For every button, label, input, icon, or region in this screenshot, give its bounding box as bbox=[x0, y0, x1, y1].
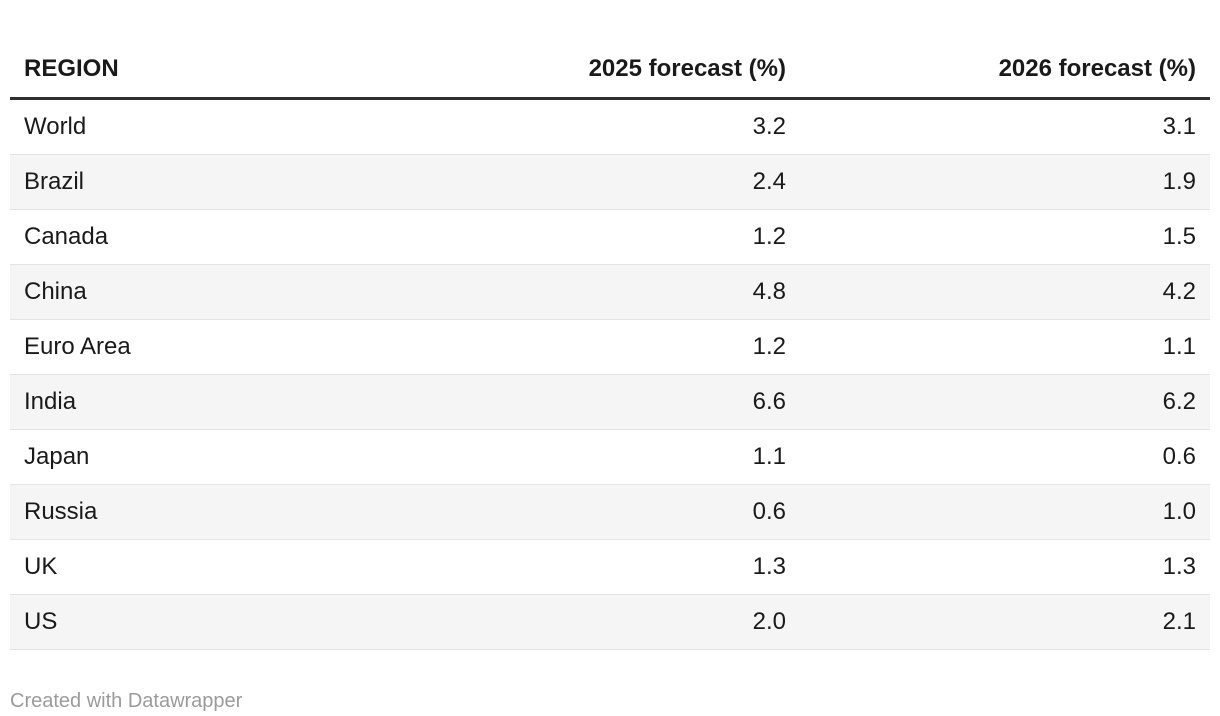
forecast-2025-cell: 6.6 bbox=[752, 388, 786, 415]
table-row-us: US 2.0 2.1 bbox=[10, 594, 1210, 650]
column-header-2025-forecast: 2025 forecast (%) bbox=[588, 54, 786, 82]
forecast-2025-cell: 2.4 bbox=[752, 168, 786, 195]
table-row-euro-area: Euro Area 1.2 1.1 bbox=[10, 320, 1210, 375]
table-row-russia: Russia 0.6 1.0 bbox=[10, 484, 1210, 540]
forecast-2025-cell: 3.2 bbox=[752, 113, 786, 140]
forecast-2025-cell: 1.1 bbox=[752, 443, 786, 470]
forecast-2026-cell: 1.0 bbox=[1162, 498, 1196, 525]
forecast-table: REGION 2025 forecast (%) 2026 forecast (… bbox=[10, 40, 1210, 650]
forecast-2026-cell: 0.6 bbox=[1162, 443, 1196, 470]
forecast-2025-cell: 2.0 bbox=[752, 608, 786, 635]
region-cell: UK bbox=[24, 553, 58, 580]
region-cell: China bbox=[24, 278, 87, 305]
forecast-2025-cell: 0.6 bbox=[752, 498, 786, 525]
forecast-2025-cell: 1.2 bbox=[752, 333, 786, 360]
table-row-uk: UK 1.3 1.3 bbox=[10, 540, 1210, 595]
forecast-2026-cell: 1.3 bbox=[1162, 553, 1196, 580]
datawrapper-attribution-link[interactable]: Created with Datawrapper bbox=[10, 690, 243, 712]
forecast-2026-cell: 3.1 bbox=[1162, 113, 1196, 140]
column-header-region: REGION bbox=[24, 54, 119, 82]
header-row: REGION 2025 forecast (%) 2026 forecast (… bbox=[10, 40, 1210, 99]
table-row-india: India 6.6 6.2 bbox=[10, 374, 1210, 430]
table-row-canada: Canada 1.2 1.5 bbox=[10, 210, 1210, 265]
attribution-footer: Created with Datawrapper bbox=[10, 690, 1210, 713]
table-row-japan: Japan 1.1 0.6 bbox=[10, 430, 1210, 485]
table-row-world: World 3.2 3.1 bbox=[10, 99, 1210, 155]
region-cell: World bbox=[24, 113, 87, 140]
region-cell: US bbox=[24, 608, 58, 635]
forecast-2025-cell: 4.8 bbox=[752, 278, 786, 305]
region-cell: Euro Area bbox=[24, 333, 131, 360]
region-cell: Russia bbox=[24, 498, 98, 525]
forecast-2026-cell: 2.1 bbox=[1162, 608, 1196, 635]
region-cell: India bbox=[24, 388, 77, 415]
forecast-2025-cell: 1.3 bbox=[752, 553, 786, 580]
table-row-brazil: Brazil 2.4 1.9 bbox=[10, 154, 1210, 210]
forecast-2026-cell: 1.1 bbox=[1162, 333, 1196, 360]
forecast-2026-cell: 1.9 bbox=[1162, 168, 1196, 195]
region-cell: Japan bbox=[24, 443, 90, 470]
forecast-2026-cell: 1.5 bbox=[1162, 223, 1196, 250]
forecast-2025-cell: 1.2 bbox=[752, 223, 786, 250]
region-cell: Brazil bbox=[24, 168, 85, 195]
column-header-2026-forecast: 2026 forecast (%) bbox=[998, 54, 1196, 82]
forecast-2026-cell: 4.2 bbox=[1162, 278, 1196, 305]
table-row-china: China 4.8 4.2 bbox=[10, 264, 1210, 320]
forecast-2026-cell: 6.2 bbox=[1162, 388, 1196, 415]
region-cell: Canada bbox=[24, 223, 109, 250]
